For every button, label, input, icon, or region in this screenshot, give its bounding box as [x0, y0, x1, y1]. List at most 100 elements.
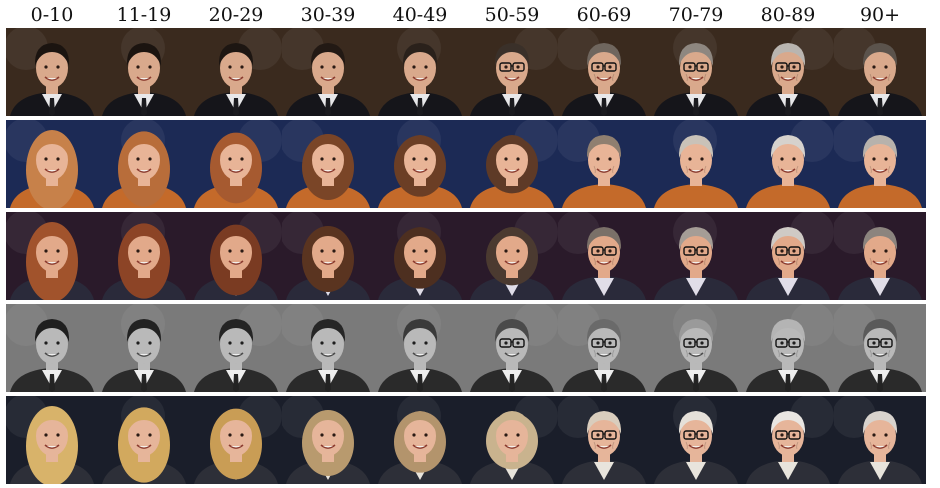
face-portrait [650, 396, 742, 484]
face-portrait [282, 120, 374, 208]
age-group-label: 11-19 [98, 4, 190, 26]
face-portrait [374, 28, 466, 116]
face-portrait-image [282, 28, 374, 116]
face-portrait [466, 28, 558, 116]
age-group-label: 70-79 [650, 4, 742, 26]
face-portrait-image [742, 120, 834, 208]
face-portrait-image [6, 212, 98, 300]
face-portrait [558, 28, 650, 116]
face-portrait [98, 28, 190, 116]
face-portrait-image [374, 304, 466, 392]
age-group-label: 0-10 [6, 4, 98, 26]
face-portrait [650, 304, 742, 392]
face-portrait-image [466, 304, 558, 392]
face-portrait [190, 304, 282, 392]
face-portrait-image [190, 120, 282, 208]
face-portrait-image [742, 28, 834, 116]
face-portrait-image [650, 396, 742, 484]
face-portrait-image [834, 212, 926, 300]
face-portrait-image [558, 212, 650, 300]
face-portrait-image [6, 120, 98, 208]
age-group-label: 30-39 [282, 4, 374, 26]
face-portrait [466, 120, 558, 208]
age-group-label: 20-29 [190, 4, 282, 26]
face-portrait-image [98, 304, 190, 392]
face-portrait [558, 396, 650, 484]
face-portrait [6, 396, 98, 484]
face-portrait [466, 212, 558, 300]
face-portrait-image [650, 28, 742, 116]
face-portrait-image [466, 120, 558, 208]
face-portrait [650, 120, 742, 208]
face-portrait [6, 304, 98, 392]
face-portrait-image [558, 28, 650, 116]
face-portrait-image [374, 212, 466, 300]
face-portrait [282, 212, 374, 300]
face-portrait [190, 396, 282, 484]
face-portrait-image [650, 304, 742, 392]
face-portrait [742, 304, 834, 392]
face-portrait-image [742, 212, 834, 300]
face-portrait-image [98, 212, 190, 300]
face-portrait [466, 304, 558, 392]
face-portrait [742, 120, 834, 208]
face-portrait-image [98, 120, 190, 208]
face-portrait-image [6, 396, 98, 484]
face-portrait [282, 396, 374, 484]
face-portrait [190, 28, 282, 116]
face-portrait [650, 28, 742, 116]
face-portrait [558, 212, 650, 300]
face-portrait-image [6, 28, 98, 116]
face-portrait-image [466, 212, 558, 300]
face-portrait-image [282, 396, 374, 484]
face-portrait-image [558, 396, 650, 484]
face-portrait [98, 212, 190, 300]
face-portrait [190, 120, 282, 208]
face-portrait [374, 120, 466, 208]
face-portrait [834, 304, 926, 392]
face-portrait-image [558, 120, 650, 208]
face-portrait-image [190, 396, 282, 484]
face-portrait [742, 396, 834, 484]
face-portrait [374, 304, 466, 392]
face-portrait [742, 212, 834, 300]
face-portrait-image [834, 304, 926, 392]
face-portrait [558, 120, 650, 208]
age-group-label: 50-59 [466, 4, 558, 26]
face-portrait-image [98, 28, 190, 116]
face-portrait-image [282, 304, 374, 392]
face-portrait-image [834, 396, 926, 484]
face-portrait [834, 396, 926, 484]
face-portrait [190, 212, 282, 300]
face-portrait-image [650, 120, 742, 208]
face-portrait [6, 212, 98, 300]
face-portrait [742, 28, 834, 116]
face-portrait [834, 212, 926, 300]
face-portrait [282, 28, 374, 116]
face-portrait-image [374, 28, 466, 116]
face-portrait [98, 396, 190, 484]
face-portrait-image [282, 120, 374, 208]
face-portrait [6, 120, 98, 208]
face-portrait-image [190, 304, 282, 392]
face-portrait-image [374, 396, 466, 484]
face-portrait [374, 212, 466, 300]
face-portrait [282, 304, 374, 392]
face-portrait-image [650, 212, 742, 300]
face-portrait [834, 120, 926, 208]
face-portrait [6, 28, 98, 116]
age-group-label: 80-89 [742, 4, 834, 26]
face-portrait-image [466, 28, 558, 116]
face-portrait [650, 212, 742, 300]
face-portrait-image [742, 304, 834, 392]
face-portrait [466, 396, 558, 484]
face-portrait [558, 304, 650, 392]
face-portrait-image [374, 120, 466, 208]
face-portrait-image [98, 396, 190, 484]
face-portrait-image [190, 212, 282, 300]
face-portrait-image [742, 396, 834, 484]
face-portrait-image [190, 28, 282, 116]
age-group-label: 40-49 [374, 4, 466, 26]
face-portrait-image [834, 28, 926, 116]
